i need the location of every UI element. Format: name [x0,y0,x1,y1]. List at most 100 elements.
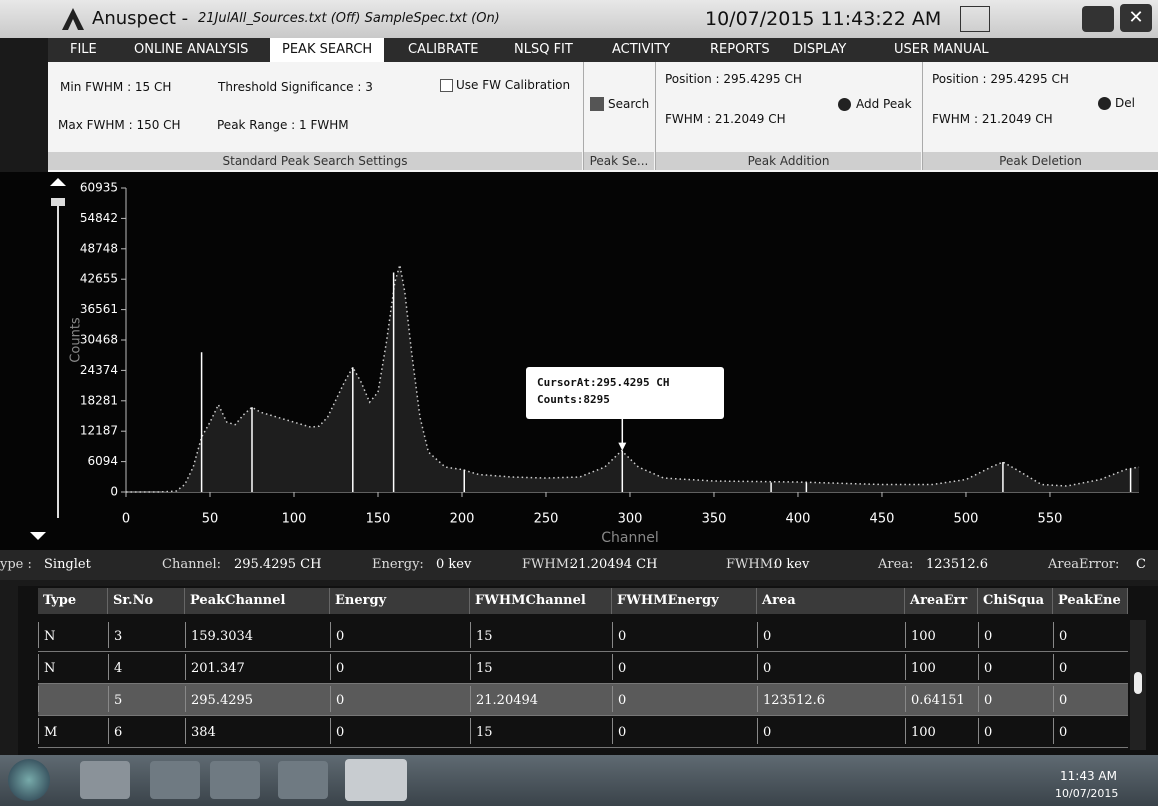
table-cell [38,686,108,712]
column-header[interactable]: Sr.No [108,588,185,614]
column-header[interactable]: FWHMChannel [470,588,612,614]
table-cell: 6 [108,718,185,744]
table-cell: 0 [757,654,905,680]
group-label: Peak Se... [584,152,654,170]
taskbar-app[interactable] [278,761,328,799]
y-tick-label: 6094 [87,454,118,468]
column-header[interactable]: Type [38,588,108,614]
status-label: ype : [0,557,32,572]
scroll-thumb[interactable] [1134,672,1142,694]
taskbar-app[interactable] [80,761,130,799]
add-fwhm: FWHM : 21.2049 CH [665,112,786,126]
add-peak-button[interactable]: Add Peak [856,97,912,111]
table-cell: 295.4295 [185,686,330,712]
table-cell: 15 [470,654,612,680]
table-cell: 15 [470,622,612,648]
group-label: Peak Deletion [923,152,1158,170]
x-tick-label: 500 [954,512,979,527]
del-fwhm: FWHM : 21.2049 CH [932,112,1053,126]
x-tick-label: 550 [1038,512,1063,527]
clock-time: 11:43 AM [1060,769,1117,783]
table-cell: 15 [470,718,612,744]
y-tick-label: 54842 [80,211,118,225]
status-label: Energy: [372,557,424,572]
x-tick-label: 150 [366,512,391,527]
spectrum-chart: 0609412187182812437430468365614265548748… [0,172,1158,550]
search-button[interactable]: Search [608,97,649,111]
status-label: Area: [878,557,913,572]
menu-item[interactable]: USER MANUAL [882,38,1001,62]
ribbon: Min FWHM : 15 CH Threshold Significance … [48,62,1158,172]
table-cell: 0 [978,686,1053,712]
menu-item[interactable]: DISPLAY [781,38,858,62]
column-header[interactable]: Energy [330,588,470,614]
status-label: AreaError: [1048,557,1119,572]
taskbar-app[interactable] [210,761,260,799]
table-cell: 201.347 [185,654,330,680]
y-tick-label: 18281 [80,393,118,407]
cursor-channel: CursorAt:295.4295 CH [537,376,669,389]
menu-item[interactable]: ACTIVITY [600,38,682,62]
menu-item[interactable]: NLSQ FIT [502,38,585,62]
screen: Anuspect - 21JulAll_Sources.txt (Off) Sa… [0,0,1158,806]
x-tick-label: 250 [534,512,559,527]
menu-item[interactable]: PEAK SEARCH [270,38,384,62]
table-cell: 159.3034 [185,622,330,648]
table-cell: 0 [330,654,470,680]
window-icon[interactable] [960,6,990,32]
x-tick-label: 200 [450,512,475,527]
x-tick-label: 400 [786,512,811,527]
minimize-button[interactable] [1082,6,1114,32]
del-position: Position : 295.4295 CH [932,72,1069,86]
menu-item[interactable]: REPORTS [698,38,782,62]
menu-item[interactable]: ONLINE ANALYSIS [122,38,260,62]
taskbar-app[interactable] [150,761,200,799]
column-header[interactable]: PeakChannel [185,588,330,614]
slider-thumb[interactable] [51,198,65,206]
table-cell: 100 [905,718,978,744]
status-value: 0 kev [774,557,809,572]
add-position: Position : 295.4295 CH [665,72,802,86]
menu-item[interactable]: CALIBRATE [396,38,491,62]
x-tick-label: 100 [282,512,307,527]
use-fw-calibration[interactable]: Use FW Calibration [456,78,570,92]
column-header[interactable]: AreaErr [905,588,978,614]
status-value: Singlet [44,557,91,572]
column-header[interactable]: ChiSqua [978,588,1053,614]
table-cell: 384 [185,718,330,744]
app-name: Anuspect - [92,8,188,29]
table-cell: 0 [757,622,905,648]
search-icon [590,97,604,111]
table-cell: 3 [108,622,185,648]
group-label: Standard Peak Search Settings [48,152,582,170]
table-cell: 0 [978,718,1053,744]
table-cell: 0 [1053,654,1128,680]
menu-bar: FILE ONLINE ANALYSIS PEAK SEARCH CALIBRATE N… [48,38,1158,62]
status-value: 123512.6 [926,557,988,572]
close-button[interactable]: ✕ [1120,4,1152,32]
group-label: Peak Addition [656,152,921,170]
status-label: Channel: [162,557,221,572]
x-tick-label: 350 [702,512,727,527]
delete-peak-button[interactable]: Del [1115,96,1135,110]
column-header[interactable]: Area [757,588,905,614]
y-axis-label: Counts [69,317,84,363]
checkbox[interactable] [440,79,453,92]
app-logo [60,6,86,32]
start-button[interactable] [8,759,50,801]
table-cell: N [38,622,108,648]
threshold: Threshold Significance : 3 [218,80,373,94]
taskbar-app-active[interactable] [345,759,407,801]
status-value: C [1136,557,1146,572]
table-cell: 5 [108,686,185,712]
column-header[interactable]: FWHMEnergy [612,588,757,614]
menu-item[interactable]: FILE [58,38,109,62]
column-header[interactable]: PeakEne [1053,588,1128,614]
add-icon [838,98,851,111]
table-cell: 0 [1053,718,1128,744]
x-tick-label: 50 [202,512,219,527]
table-cell: 0 [612,654,757,680]
table-cell: 0 [612,686,757,712]
cursor-counts: Counts:8295 [537,393,610,406]
table-cell: 100 [905,622,978,648]
